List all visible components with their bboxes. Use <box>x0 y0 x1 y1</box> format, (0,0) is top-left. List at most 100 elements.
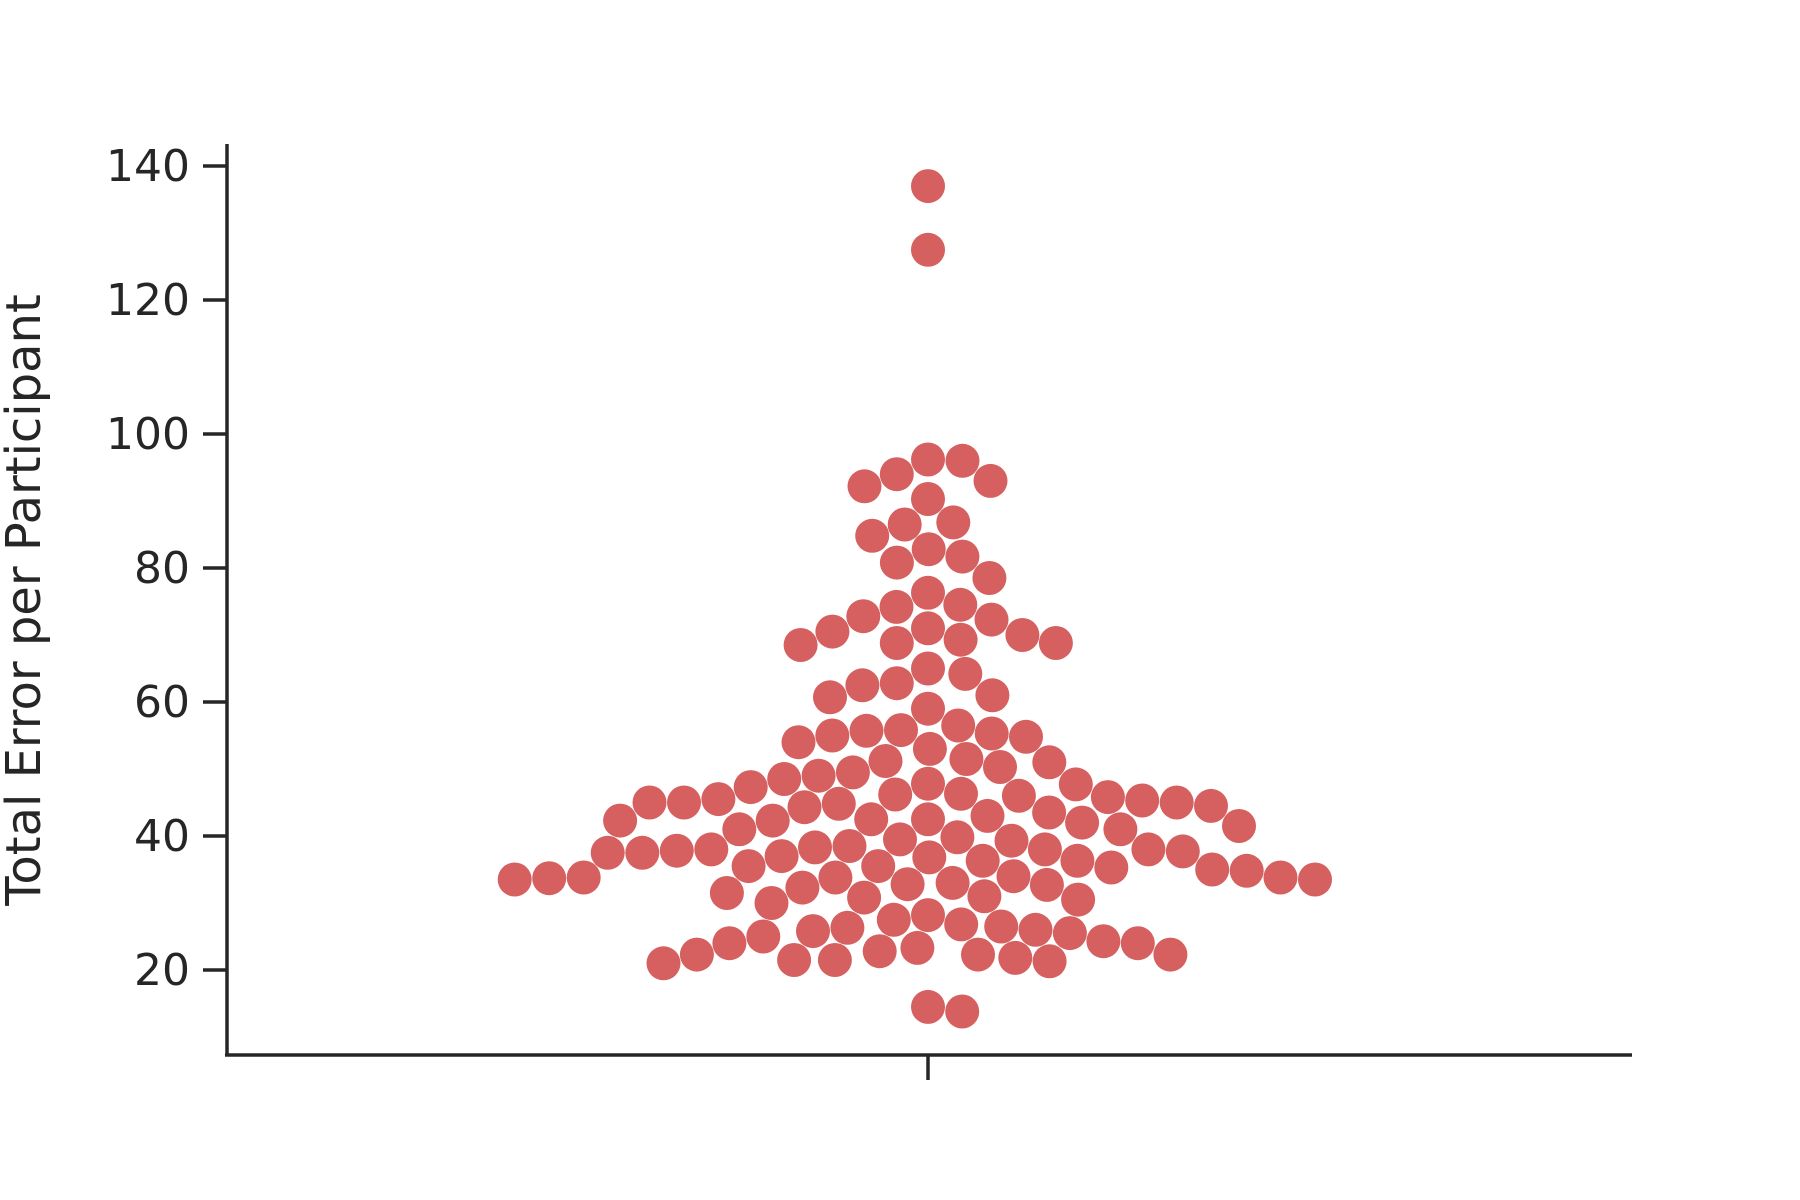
data-point <box>879 457 914 492</box>
y-axis-ticks: 20 40 60 80 100 120 140 <box>106 141 227 996</box>
data-point <box>911 651 945 686</box>
data-point <box>1153 937 1188 972</box>
data-point <box>974 602 1009 637</box>
data-point <box>532 861 567 896</box>
data-point <box>815 614 850 649</box>
data-point <box>722 812 757 847</box>
data-point <box>1090 780 1125 815</box>
data-point <box>1094 850 1129 885</box>
data-point <box>945 539 980 574</box>
data-point <box>1032 795 1067 830</box>
data-point <box>887 507 922 542</box>
data-point <box>632 785 667 820</box>
data-point <box>998 940 1033 975</box>
data-point <box>813 680 847 715</box>
y-tick-label: 80 <box>134 543 190 594</box>
data-point <box>731 849 766 884</box>
y-tick-label: 100 <box>106 409 190 460</box>
data-point <box>1195 852 1230 887</box>
data-point <box>754 886 789 920</box>
data-point <box>1086 924 1121 959</box>
data-point <box>974 716 1009 751</box>
data-point <box>973 463 1008 498</box>
data-point <box>847 880 882 915</box>
data-point <box>746 919 781 954</box>
data-point <box>911 898 945 933</box>
data-point <box>709 876 744 910</box>
data-point <box>1159 785 1194 820</box>
data-point <box>944 907 979 942</box>
data-point <box>878 777 913 812</box>
data-point <box>900 930 935 965</box>
data-point <box>801 758 836 793</box>
data-point <box>911 232 945 267</box>
data-point <box>972 561 1007 595</box>
data-point <box>849 713 884 748</box>
data-point <box>1052 916 1087 951</box>
y-tick-label: 60 <box>134 677 190 728</box>
data-point <box>911 169 945 204</box>
data-point <box>1029 867 1064 902</box>
data-point <box>854 802 889 837</box>
data-point <box>975 678 1010 713</box>
data-point <box>798 830 832 865</box>
data-point <box>755 803 790 838</box>
data-point <box>911 802 945 837</box>
data-point <box>879 545 914 580</box>
data-point <box>1018 912 1053 947</box>
data-point <box>935 865 970 900</box>
data-point <box>911 989 945 1024</box>
data-point <box>868 744 903 778</box>
data-point <box>996 859 1031 894</box>
data-point <box>911 691 945 726</box>
data-point <box>911 611 945 646</box>
data-point <box>701 782 736 817</box>
data-point <box>984 909 1019 944</box>
data-point <box>861 849 896 884</box>
data-point <box>846 599 881 634</box>
data-point <box>912 731 947 766</box>
data-point <box>625 835 660 870</box>
data-point <box>659 833 694 868</box>
data-point <box>835 755 870 790</box>
data-point <box>1229 853 1264 888</box>
data-point <box>767 762 802 796</box>
data-point <box>787 790 822 825</box>
swarm-points <box>497 169 1332 1029</box>
data-point <box>1001 778 1036 813</box>
data-point <box>1263 860 1298 895</box>
data-point <box>1005 618 1040 652</box>
data-point <box>1125 783 1160 818</box>
data-point <box>818 860 853 895</box>
data-point <box>1165 834 1200 869</box>
data-point <box>815 718 850 753</box>
data-point <box>1032 944 1067 979</box>
data-point <box>945 443 980 478</box>
data-point <box>832 829 867 863</box>
data-point <box>667 785 701 820</box>
data-point <box>694 832 729 867</box>
data-point <box>733 770 768 805</box>
data-point <box>1032 745 1067 780</box>
data-point <box>943 587 978 622</box>
data-point <box>879 626 914 660</box>
data-point <box>845 668 880 703</box>
data-point <box>944 776 978 811</box>
data-point <box>967 879 1002 914</box>
data-point <box>603 803 638 838</box>
data-point <box>1009 719 1043 754</box>
data-point <box>1027 832 1062 867</box>
data-point <box>876 902 911 937</box>
data-point <box>911 442 945 477</box>
data-point <box>1065 805 1100 840</box>
data-point <box>943 622 978 657</box>
data-point <box>1222 809 1256 843</box>
data-point <box>862 934 897 969</box>
data-point <box>949 742 984 776</box>
data-point <box>785 870 820 905</box>
data-point <box>855 518 890 553</box>
data-point <box>777 943 812 977</box>
data-point <box>970 798 1005 833</box>
data-point <box>911 532 946 567</box>
